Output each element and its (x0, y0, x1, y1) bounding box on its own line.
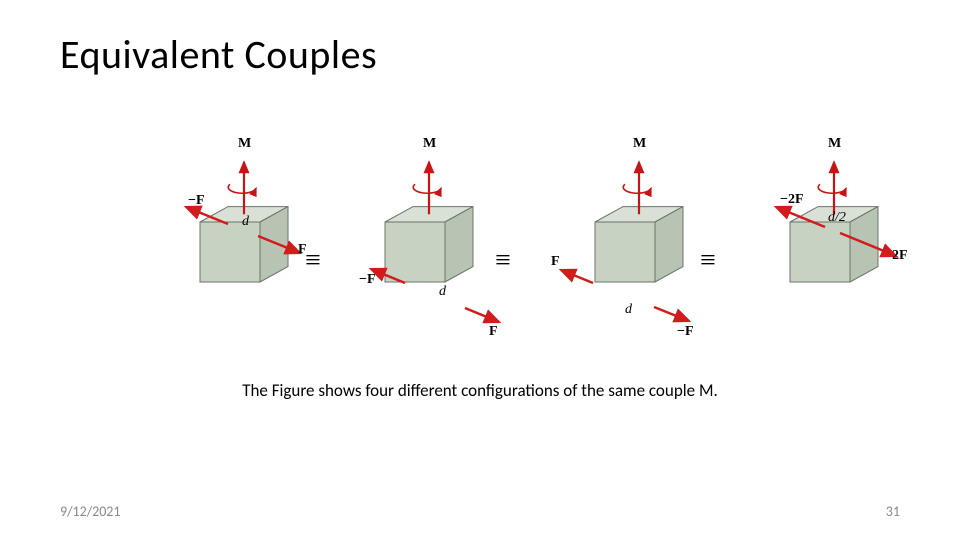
moment-label: M (828, 136, 841, 152)
distance-label: d (625, 302, 632, 318)
force-label-0: −2F (780, 192, 804, 208)
moment-label: M (423, 136, 436, 152)
distance-label: d (439, 284, 446, 300)
force-label-0: −F (188, 193, 205, 209)
cube-config-3: MF−Fd (555, 150, 685, 350)
force-label-1: −F (677, 324, 694, 340)
cube-svg (345, 150, 515, 350)
figure: M−FFd M−FFd MF−Fd M−2F2Fd/2 ≡ ≡ ≡ (140, 150, 900, 350)
equiv-sign-2: ≡ (495, 245, 511, 277)
distance-label: d/2 (828, 210, 846, 226)
force-label-0: F (551, 254, 560, 270)
force-label-1: 2F (892, 248, 908, 264)
moment-label: M (633, 136, 646, 152)
slide: Equivalent Couples M−FFdM−FFdMF−FdM−2F2F… (0, 0, 960, 540)
cube-config-1: M−FFd (160, 150, 290, 350)
moment-label: M (238, 136, 251, 152)
footer-page: 31 (886, 503, 900, 520)
cube-config-4: M−2F2Fd/2 (750, 150, 880, 350)
page-title: Equivalent Couples (60, 30, 900, 79)
force-label-1: F (489, 324, 498, 340)
distance-label: d (242, 214, 249, 230)
caption: The Figure shows four different configur… (0, 380, 960, 401)
equiv-sign-3: ≡ (700, 245, 716, 277)
footer-date: 9/12/2021 (60, 503, 120, 520)
cube-config-2: M−FFd (345, 150, 475, 350)
force-label-0: −F (359, 272, 376, 288)
equiv-sign-1: ≡ (305, 245, 321, 277)
